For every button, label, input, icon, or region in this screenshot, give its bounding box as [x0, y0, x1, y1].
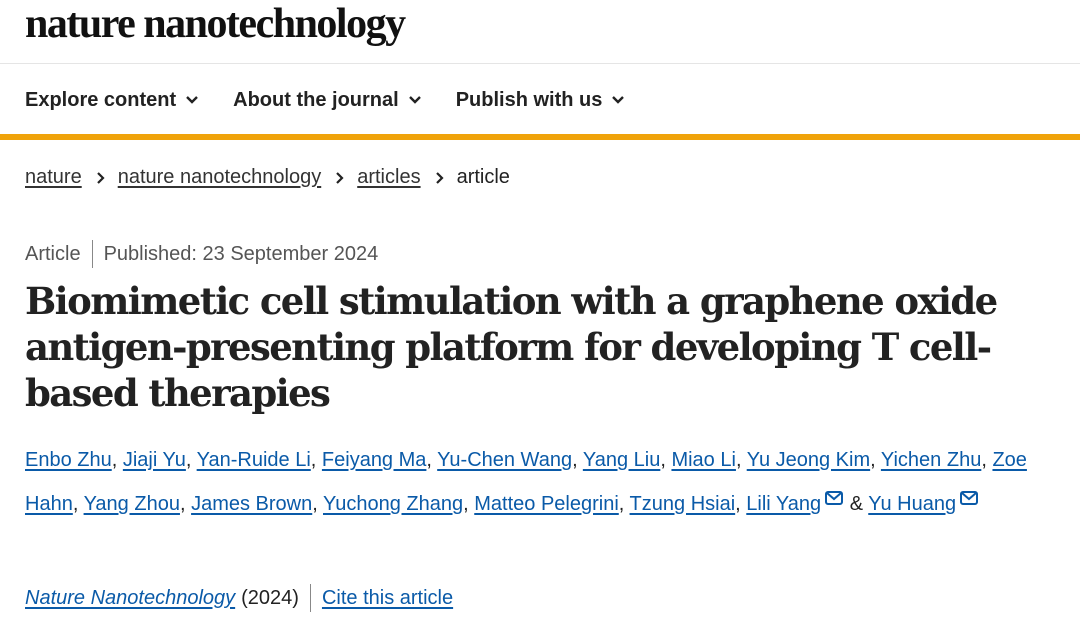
author-link[interactable]: Yang Liu	[582, 449, 661, 471]
author-separator: ,	[870, 449, 881, 471]
author-link[interactable]: Yu Huang	[868, 493, 957, 515]
chevron-down-icon	[611, 95, 625, 105]
author-link[interactable]: Tzung Hsiai	[629, 493, 736, 515]
author-separator: ,	[111, 449, 123, 471]
nav-item-label: About the journal	[233, 88, 399, 111]
breadcrumb-link-articles[interactable]: articles	[357, 166, 421, 188]
author-link[interactable]: Yuchong Zhang	[323, 493, 464, 515]
author-link[interactable]: Yichen Zhu	[880, 449, 982, 471]
journal-logo[interactable]: nature nanotechnology	[25, 1, 406, 47]
published-date: Published: 23 September 2024	[103, 242, 379, 265]
nav-explore-content[interactable]: Explore content	[25, 89, 199, 112]
breadcrumb: nature nature nanotechnology articles ar…	[25, 166, 510, 189]
author-link[interactable]: Yan-Ruide Li	[196, 449, 311, 471]
author-separator: ,	[981, 449, 993, 471]
author-separator: ,	[312, 493, 323, 515]
nav-item-label: Explore content	[25, 88, 177, 111]
nav-about-the-journal[interactable]: About the journal	[233, 89, 422, 112]
author-link[interactable]: Yu-Chen Wang	[437, 449, 573, 471]
cite-this-article-link[interactable]: Cite this article	[321, 586, 454, 609]
author-link[interactable]: Matteo Pelegrini	[474, 493, 619, 515]
meta-divider	[91, 240, 93, 268]
author-separator: ,	[572, 449, 583, 471]
author-link[interactable]: Feiyang Ma	[321, 449, 427, 471]
author-separator: ,	[179, 493, 192, 515]
chevron-right-icon	[334, 171, 344, 185]
author-list: Enbo Zhu, Jiaji Yu, Yan-Ruide Li, Feiyan…	[25, 440, 1055, 524]
author-link[interactable]: Enbo Zhu	[25, 449, 112, 471]
nav-item-label: Publish with us	[455, 88, 603, 111]
chevron-right-icon	[434, 171, 444, 185]
author-separator: ,	[463, 493, 475, 515]
author-separator: &	[844, 493, 869, 515]
author-link[interactable]: James Brown	[191, 493, 313, 515]
author-link[interactable]: Yang Zhou	[83, 493, 180, 515]
author-link[interactable]: Yu Jeong Kim	[746, 449, 871, 471]
author-separator: ,	[618, 493, 630, 515]
breadcrumb-link-journal[interactable]: nature nanotechnology	[117, 166, 322, 188]
author-link[interactable]: Zoe Hahn	[25, 449, 1027, 515]
main-nav: Explore content About the journal Publis…	[25, 84, 659, 116]
chevron-right-icon	[95, 171, 105, 185]
article-type: Article	[25, 242, 81, 265]
nav-publish-with-us[interactable]: Publish with us	[456, 89, 626, 112]
citation-line: Nature Nanotechnology (2024) Cite this a…	[25, 584, 453, 612]
author-separator: ,	[735, 449, 747, 471]
author-link[interactable]: Lili Yang	[746, 493, 822, 515]
accent-bar	[0, 134, 1080, 140]
article-title: Biomimetic cell stimulation with a graph…	[25, 279, 998, 415]
chevron-down-icon	[185, 95, 199, 105]
header-divider	[0, 63, 1080, 64]
journal-link[interactable]: Nature Nanotechnology	[25, 586, 236, 609]
breadcrumb-link-nature[interactable]: nature	[25, 166, 82, 188]
citation-divider	[309, 584, 311, 612]
chevron-down-icon	[408, 95, 422, 105]
author-link[interactable]: Jiaji Yu	[122, 449, 186, 471]
breadcrumb-current: article	[456, 166, 510, 188]
author-separator: ,	[310, 449, 322, 471]
mail-icon[interactable]	[959, 480, 979, 520]
mail-icon[interactable]	[824, 480, 844, 520]
author-separator: ,	[185, 449, 197, 471]
author-separator: ,	[72, 493, 84, 515]
publication-year: (2024)	[241, 586, 299, 609]
article-meta: Article Published: 23 September 2024	[25, 240, 378, 268]
author-separator: ,	[735, 493, 747, 515]
author-link[interactable]: Miao Li	[671, 449, 736, 471]
author-separator: ,	[426, 449, 438, 471]
author-separator: ,	[660, 449, 672, 471]
